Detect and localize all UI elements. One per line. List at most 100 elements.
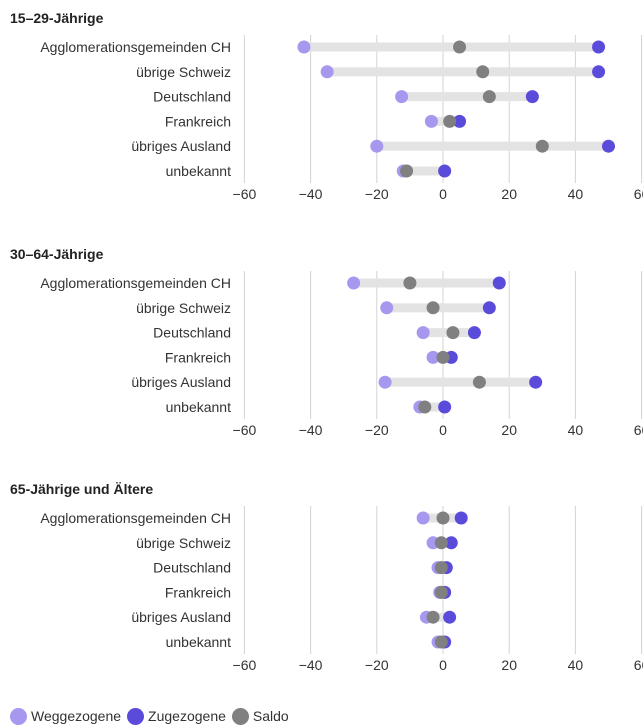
dot-weggezogene-2-3 — [426, 350, 440, 364]
range-bar-2-0 — [353, 278, 500, 288]
dot-saldo-1-2 — [482, 90, 496, 104]
category-label-1-0: Agglomerationsgemeinden CH — [40, 39, 231, 55]
dot-saldo-3-0 — [436, 511, 450, 525]
x-tick-label-1-6: 60 — [634, 186, 643, 202]
category-label-2-2: Deutschland — [153, 325, 231, 341]
x-tick-label-3-2: −20 — [365, 657, 389, 673]
range-bar-2-5 — [419, 402, 445, 412]
dot-saldo-3-3 — [434, 585, 448, 599]
category-label-3-3: Frankreich — [165, 584, 231, 600]
category-label-2-0: Agglomerationsgemeinden CH — [40, 275, 231, 291]
x-tick-label-2-1: −40 — [299, 422, 323, 438]
dot-zugezogene-2-0 — [492, 276, 506, 290]
dot-saldo-2-4 — [472, 375, 486, 389]
dot-weggezogene-1-3 — [424, 114, 438, 128]
category-label-2-1: übrige Schweiz — [136, 300, 231, 316]
legend-swatch-weggezogene — [10, 707, 27, 725]
x-tick-label-2-0: −60 — [233, 422, 257, 438]
panel-title-2: 30–64-Jährige — [10, 246, 104, 262]
legend-label-zugezogene: Zugezogene — [148, 708, 226, 724]
dot-zugezogene-1-1 — [592, 65, 606, 79]
dot-saldo-3-2 — [434, 561, 448, 575]
chart-legend: Weggezogene Zugezogene Saldo — [10, 706, 295, 726]
dot-saldo-3-5 — [434, 635, 448, 649]
x-tick-label-3-1: −40 — [299, 657, 323, 673]
dot-saldo-3-1 — [434, 536, 448, 550]
dot-zugezogene-1-0 — [592, 40, 606, 54]
dot-weggezogene-1-2 — [395, 90, 409, 104]
category-label-2-5: unbekannt — [166, 399, 232, 415]
category-label-3-2: Deutschland — [153, 560, 231, 576]
category-label-3-0: Agglomerationsgemeinden CH — [40, 510, 231, 526]
dot-weggezogene-2-2 — [416, 326, 430, 340]
dot-weggezogene-2-1 — [380, 301, 394, 315]
dot-saldo-1-5 — [400, 164, 414, 178]
x-tick-label-3-6: 60 — [634, 657, 643, 673]
x-tick-label-1-2: −20 — [365, 186, 389, 202]
dot-zugezogene-1-2 — [525, 90, 539, 104]
x-tick-label-3-4: 20 — [501, 657, 517, 673]
range-bar-1-0 — [303, 42, 599, 52]
dot-saldo-2-3 — [436, 350, 450, 364]
dot-zugezogene-1-5 — [438, 164, 452, 178]
x-tick-label-1-4: 20 — [501, 186, 517, 202]
dot-weggezogene-3-0 — [416, 511, 430, 525]
x-tick-label-2-3: 0 — [439, 422, 447, 438]
category-label-2-3: Frankreich — [165, 349, 231, 365]
x-tick-label-2-2: −20 — [365, 422, 389, 438]
dot-saldo-1-4 — [535, 139, 549, 153]
x-tick-label-2-4: 20 — [501, 422, 517, 438]
dot-saldo-2-0 — [403, 276, 417, 290]
x-tick-label-3-5: 40 — [568, 657, 584, 673]
x-tick-label-3-3: 0 — [439, 657, 447, 673]
range-bar-1-5 — [403, 166, 445, 176]
category-label-1-3: Frankreich — [165, 113, 231, 129]
dot-zugezogene-3-1 — [444, 536, 458, 550]
legend-item-saldo: Saldo — [231, 707, 289, 725]
dot-saldo-1-1 — [476, 65, 490, 79]
dot-weggezogene-1-0 — [297, 40, 311, 54]
dot-zugezogene-3-4 — [443, 610, 457, 624]
range-bar-2-4 — [385, 377, 536, 387]
dot-saldo-2-2 — [446, 326, 460, 340]
range-bar-1-4 — [376, 141, 609, 151]
dot-saldo-3-4 — [426, 610, 440, 624]
dot-zugezogene-2-5 — [438, 400, 452, 414]
dot-weggezogene-1-4 — [370, 139, 384, 153]
category-label-1-5: unbekannt — [166, 163, 232, 179]
category-label-3-1: übrige Schweiz — [136, 535, 231, 551]
dot-weggezogene-2-0 — [347, 276, 361, 290]
legend-swatch-zugezogene — [127, 707, 145, 725]
dot-saldo-2-1 — [426, 301, 440, 315]
x-tick-label-2-5: 40 — [568, 422, 584, 438]
dot-zugezogene-1-3 — [453, 114, 467, 128]
x-tick-label-1-0: −60 — [233, 186, 257, 202]
legend-swatch-saldo — [231, 707, 249, 725]
dot-saldo-2-5 — [418, 400, 432, 414]
dot-zugezogene-3-0 — [454, 511, 468, 525]
dot-zugezogene-2-2 — [467, 326, 481, 340]
legend-label-saldo: Saldo — [252, 708, 289, 724]
legend-item-weggezogene: Weggezogene — [10, 707, 122, 725]
category-label-3-4: übriges Ausland — [131, 609, 231, 625]
x-tick-label-2-6: 60 — [634, 422, 643, 438]
dot-zugezogene-2-1 — [482, 301, 496, 315]
legend-item-zugezogene: Zugezogene — [127, 707, 226, 725]
x-tick-label-1-3: 0 — [439, 186, 447, 202]
category-label-1-1: übrige Schweiz — [136, 64, 231, 80]
legend-label-weggezogene: Weggezogene — [31, 708, 122, 724]
category-label-2-4: übriges Ausland — [131, 374, 231, 390]
panel-title-3: 65-Jährige und Ältere — [10, 481, 153, 497]
panel-title-1: 15–29-Jährige — [10, 10, 104, 26]
dot-zugezogene-1-4 — [602, 139, 615, 153]
x-tick-label-3-0: −60 — [233, 657, 257, 673]
category-label-3-5: unbekannt — [166, 634, 232, 650]
dot-saldo-1-3 — [443, 114, 457, 128]
range-bar-1-1 — [327, 67, 599, 77]
x-tick-label-1-1: −40 — [299, 186, 323, 202]
dot-zugezogene-2-4 — [529, 375, 543, 389]
dot-weggezogene-1-1 — [320, 65, 334, 79]
dot-saldo-1-0 — [453, 40, 467, 54]
x-tick-label-1-5: 40 — [568, 186, 584, 202]
